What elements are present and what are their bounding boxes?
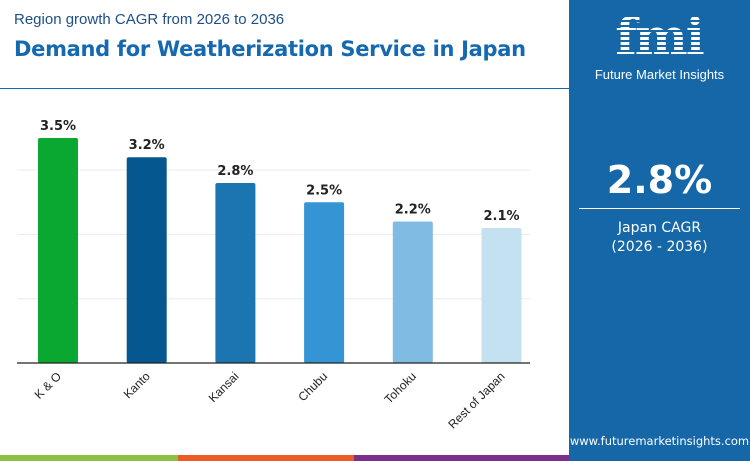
cagr-label: Japan CAGR — [617, 220, 702, 236]
cagr-divider — [579, 208, 740, 209]
x-tick-label: Tohoku — [382, 369, 419, 406]
summary-panel: fmi Future Market Insights 2.8% Japan CA… — [569, 0, 750, 461]
stripe-green — [0, 455, 178, 461]
title-divider — [0, 88, 569, 89]
data-label: 3.2% — [129, 138, 165, 153]
cagr-period: (2026 - 2036) — [611, 239, 708, 255]
bar — [215, 182, 256, 363]
cagr-value: 2.8% — [606, 158, 713, 202]
website-url: www.futuremarketinsights.com — [569, 434, 750, 448]
bar — [392, 221, 433, 363]
x-tick-label: Chubu — [295, 369, 330, 404]
data-label: 2.5% — [306, 183, 342, 198]
bar — [304, 202, 345, 363]
data-label: 3.5% — [40, 119, 76, 134]
chart-subtitle: Region growth CAGR from 2026 to 2036 — [14, 11, 285, 28]
x-tick-label: Rest of Japan — [445, 369, 507, 431]
chart-title: Demand for Weatherization Service in Jap… — [14, 37, 526, 61]
bar-chart: 3.5% K & O 3.2% Kanto 2.8% Kansai 2.5% Chubu 2.2… — [17, 119, 530, 431]
stripe-purple — [354, 455, 569, 461]
x-tick-label: Kansai — [206, 369, 242, 405]
data-label: 2.1% — [483, 209, 519, 224]
data-label: 2.2% — [395, 203, 431, 218]
x-tick-label: K & O — [32, 369, 65, 402]
bar — [126, 157, 167, 363]
data-label: 2.8% — [217, 164, 253, 179]
logo-name: Future Market Insights — [594, 67, 725, 82]
bar — [38, 137, 78, 363]
fmi-logo: fmi — [594, 12, 724, 62]
x-tick-label: Kanto — [121, 369, 153, 401]
stripe-orange — [178, 455, 354, 461]
bar — [481, 227, 522, 363]
